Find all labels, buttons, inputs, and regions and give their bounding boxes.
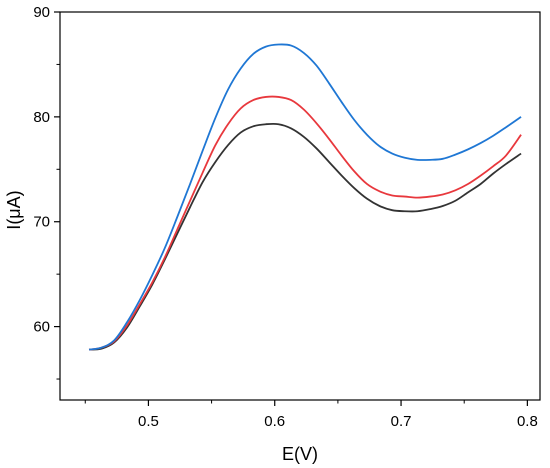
x-axis-title: E(V) (282, 444, 318, 464)
tick-marks: 0.5 0.6 0.7 0.8 60 70 80 90 (33, 4, 537, 430)
x-tick-label: 0.8 (517, 413, 538, 430)
plot-frame (59, 11, 541, 401)
x-tick-label: 0.6 (264, 413, 285, 430)
series-layer (88, 43, 522, 351)
y-tick-label: 60 (33, 319, 50, 336)
series-line (88, 95, 522, 351)
axes-frame (59, 11, 541, 401)
y-axis-title: I(μA) (4, 190, 24, 229)
x-tick-label: 0.7 (391, 413, 412, 430)
y-tick-label: 70 (33, 214, 50, 231)
series-line (88, 43, 522, 351)
x-tick-label: 0.5 (138, 413, 159, 430)
series-line (88, 122, 522, 351)
y-tick-label: 80 (33, 109, 50, 126)
y-tick-label: 90 (33, 4, 50, 21)
